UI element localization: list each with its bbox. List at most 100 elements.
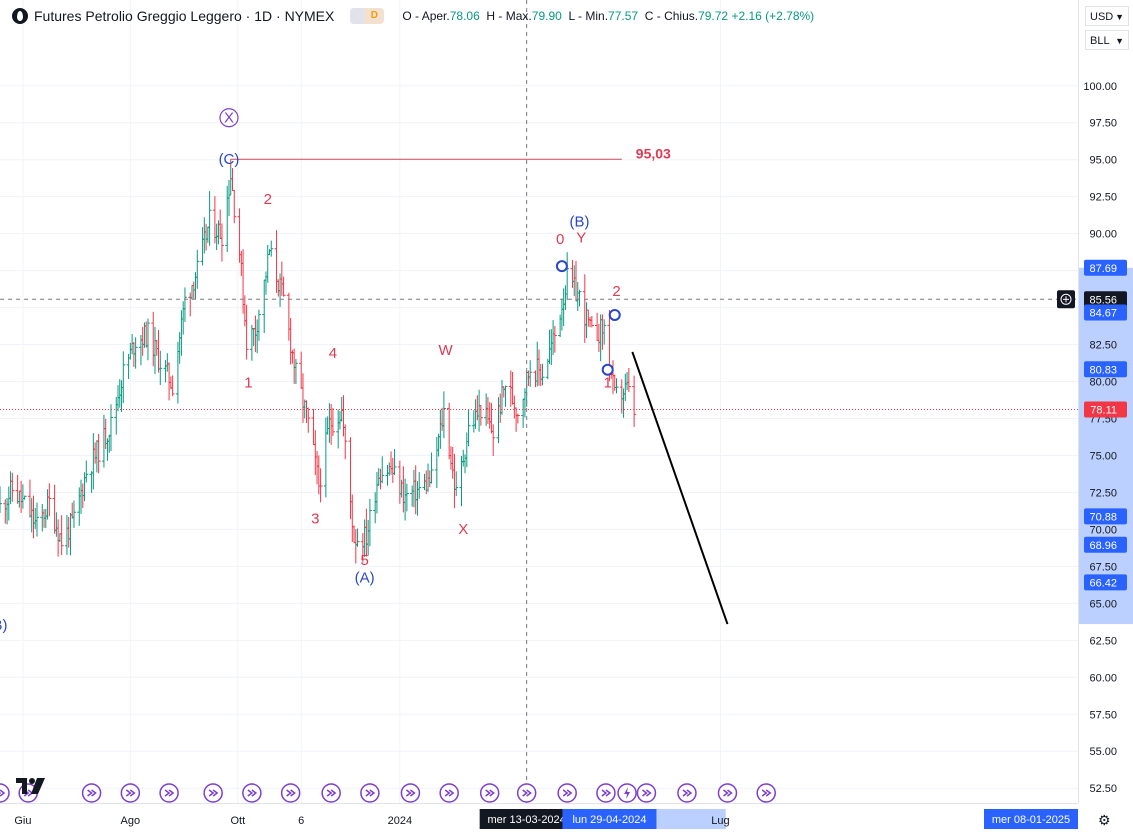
double-chevron-icon (87, 789, 97, 797)
economic-event-icon[interactable] (400, 783, 421, 803)
price-bar (170, 375, 175, 397)
economic-event-icon[interactable] (636, 783, 657, 803)
unit-select[interactable]: BLL ▼ (1085, 30, 1129, 50)
price-tag-bg (1084, 508, 1127, 525)
low-label: L - Min. (568, 9, 609, 23)
price-tick-label: 95.00 (1089, 155, 1117, 167)
price-bar (441, 391, 446, 439)
tradingview-logo-icon[interactable] (16, 776, 46, 796)
price-bar (182, 287, 187, 322)
price-bar (269, 240, 274, 257)
price-tag-bg (1084, 304, 1127, 321)
economic-event-icon[interactable] (479, 783, 500, 803)
high-value: 79.90 (531, 9, 562, 23)
price-tag: 87.69 (1084, 259, 1127, 276)
double-chevron-icon (562, 789, 573, 797)
price-bar (355, 528, 360, 547)
economic-event-icon[interactable] (677, 783, 697, 803)
unit-value: BLL (1090, 35, 1110, 47)
date-cursor-label: lun 29-04-2024 (562, 809, 657, 829)
lightning-event-icon[interactable] (617, 783, 637, 803)
price-tick-label: 90.00 (1089, 229, 1117, 241)
economic-event-icon[interactable] (203, 783, 223, 803)
price-bar (540, 363, 545, 386)
price-bar (528, 360, 533, 387)
price-tag: 78.11 (1084, 401, 1127, 418)
price-tag: 68.96 (1084, 536, 1127, 553)
economic-event-icon[interactable] (321, 783, 341, 803)
economic-event-icon[interactable] (557, 783, 577, 803)
wave-marker (608, 308, 621, 321)
wave-label: 1 (604, 374, 612, 391)
price-tag-label: 68.96 (1089, 540, 1117, 552)
economic-event-icon[interactable] (81, 783, 102, 803)
double-chevron-icon (601, 789, 612, 797)
price-tick-label: 97.50 (1089, 118, 1117, 130)
wave-label: (B) (570, 213, 590, 230)
wave-label: Y (576, 230, 586, 247)
time-tick-label: Ott (230, 815, 245, 827)
price-axis[interactable]: 52.50 55.00 57.50 60.00 62.50 65.00 67.50 70.00… (1057, 0, 1133, 803)
double-chevron-icon (485, 789, 495, 797)
date-cursor-text: mer 08-01-2025 (992, 814, 1070, 826)
double-chevron-icon (761, 789, 772, 797)
time-tick-label: Lug (711, 815, 729, 827)
wave-marker (555, 260, 568, 273)
price-bar (491, 424, 496, 456)
oil-drop-icon (12, 8, 28, 24)
economic-event-icon[interactable] (439, 783, 459, 803)
double-chevron-icon (326, 789, 337, 797)
delayed-badge[interactable]: D (364, 8, 385, 24)
price-bar (343, 424, 348, 460)
economic-event-icon[interactable] (360, 783, 380, 803)
price-bar (392, 449, 397, 476)
price-tag-label: 84.67 (1089, 307, 1117, 319)
price-tick-label: 60.00 (1089, 672, 1117, 684)
double-chevron-icon (682, 789, 693, 797)
price-bar (195, 249, 200, 289)
economic-event-icon[interactable] (0, 783, 10, 803)
projection-trend-line (631, 351, 729, 625)
economic-event-icon[interactable] (756, 783, 776, 803)
price-tick-label: 52.50 (1089, 783, 1117, 795)
price-tick-label: 75.00 (1089, 450, 1117, 462)
price-tick-label: 72.50 (1089, 487, 1117, 499)
symbol-title[interactable]: Futures Petrolio Greggio Leggero · 1D · … (34, 8, 335, 24)
economic-event-icon[interactable] (717, 783, 738, 803)
double-chevron-icon (247, 789, 258, 797)
date-cursor-bg (479, 809, 574, 829)
double-chevron-icon (522, 789, 532, 797)
time-tick-label: Giu (14, 815, 31, 827)
price-bar (503, 385, 508, 407)
price-bar (71, 500, 76, 528)
price-bar (602, 319, 607, 345)
date-cursor-label: mer 13-03-2024 (479, 809, 574, 829)
wave-label-circle (219, 108, 239, 128)
economic-event-icon[interactable] (516, 783, 537, 803)
price-tag-bg (1084, 291, 1127, 308)
price-bar (96, 433, 101, 474)
currency-value: USD (1090, 11, 1114, 23)
price-tag: 85.56 (1084, 291, 1127, 308)
price-tag-bg (1084, 259, 1127, 276)
economic-event-icon[interactable] (242, 783, 262, 803)
double-chevron-icon (641, 789, 652, 797)
economic-event-icon[interactable] (280, 783, 301, 803)
currency-select[interactable]: USD ▼ (1085, 6, 1129, 26)
economic-event-icon[interactable] (596, 783, 616, 803)
date-cursor-text: mer 13-03-2024 (488, 814, 566, 826)
badge-a: A (350, 8, 365, 24)
price-bar (256, 309, 261, 341)
price-tag-label: 66.42 (1089, 577, 1117, 589)
high-label: H - Max. (486, 9, 532, 23)
economic-event-icon[interactable] (120, 783, 141, 803)
price-bar (515, 413, 520, 424)
gear-icon[interactable]: ⚙ (1098, 812, 1111, 828)
price-bar (429, 452, 434, 484)
price-bar (10, 472, 15, 502)
price-tick-label: 62.50 (1089, 635, 1117, 647)
price-bar (614, 378, 619, 394)
economic-event-icon[interactable] (159, 783, 179, 803)
